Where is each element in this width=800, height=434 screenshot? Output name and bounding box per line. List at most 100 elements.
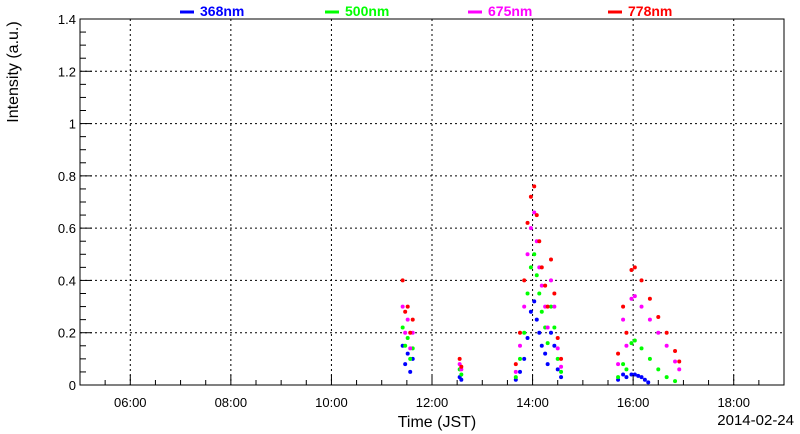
data-point [525,252,530,257]
y-tick-label: 0.6 [58,221,76,236]
data-point [545,362,550,367]
y-axis-label: Intensity (a.u.) [5,21,22,122]
data-point [408,346,413,351]
data-point [555,335,560,340]
data-point [673,349,678,354]
data-point [459,372,464,377]
data-point [632,338,637,343]
data-point [639,278,644,283]
data-point [405,335,410,340]
data-point [537,291,542,296]
data-point [403,330,408,335]
data-point [522,304,527,309]
data-point [534,213,539,218]
data-point [545,341,550,346]
data-point [559,375,564,380]
data-point [539,309,544,314]
series-500nm [400,252,678,384]
data-point [632,294,637,299]
data-point [518,330,522,335]
data-point [543,283,548,288]
data-point [647,317,652,322]
data-point [621,362,626,367]
data-point [410,317,415,322]
data-point [552,325,557,330]
data-point [664,375,669,380]
data-point [532,299,537,304]
legend-label: 675nm [488,3,532,19]
x-axis-label: Time (JST) [398,414,477,431]
x-tick-label: 12:00 [416,395,449,410]
series-675nm [400,210,682,374]
data-point [616,375,621,380]
data-point [555,346,560,351]
data-point [549,257,554,262]
data-point [616,351,621,356]
data-point [457,356,462,361]
data-point [664,330,669,335]
y-tick-label: 1.2 [58,64,76,79]
data-point [405,351,410,356]
data-point [528,194,533,199]
data-point [559,364,564,369]
data-point [559,356,564,361]
data-point [656,330,661,335]
data-point [522,330,527,335]
data-point [629,296,634,301]
data-point [403,309,408,314]
data-point [525,335,530,340]
data-point [545,325,550,330]
x-tick-label: 14:00 [516,395,549,410]
data-point [539,343,544,348]
data-point [639,375,644,380]
y-tick-label: 0.4 [58,273,76,288]
data-point [408,330,413,335]
y-tick-label: 0 [69,378,76,393]
data-point [525,220,530,225]
data-point [537,239,542,244]
data-point [636,373,641,378]
data-point [673,359,678,364]
data-point [552,304,557,309]
data-point [532,184,537,189]
y-tick-label: 1.4 [58,12,76,27]
x-tick-label: 16:00 [617,395,650,410]
x-tick-label: 06:00 [114,395,147,410]
data-point [639,304,644,309]
y-tick-label: 0.2 [58,326,76,341]
data-point [534,273,539,278]
data-point [549,278,554,283]
data-point [549,330,554,335]
data-point [629,267,634,272]
data-point [664,343,669,348]
data-point [532,210,537,215]
legend-label: 778nm [628,3,672,19]
data-point [555,367,560,372]
data-point [459,377,464,382]
data-point [624,367,629,372]
data-point [513,375,518,380]
data-point [647,296,652,301]
data-point [552,291,557,296]
series-368nm [400,299,651,385]
data-point [624,343,629,348]
data-point [552,343,557,348]
data-point [677,359,682,364]
axis-ticks: 06:00 08:00 10:00 12:00 14:00 16:00 18:00 0 0.2 0… [58,12,760,410]
data-point [522,356,527,361]
x-tick-label: 08:00 [215,395,248,410]
data-point [559,369,564,374]
data-point [525,291,530,296]
data-point [528,226,533,231]
series-778nm [400,184,682,369]
data-point [408,356,413,361]
y-tick-label: 1 [69,117,76,132]
data-point [543,351,548,356]
data-point [647,356,652,361]
data-point [621,304,626,309]
data-point [522,278,527,283]
data-point [528,309,533,314]
data-point [621,317,626,322]
data-point [400,325,405,330]
data-point [646,380,651,385]
